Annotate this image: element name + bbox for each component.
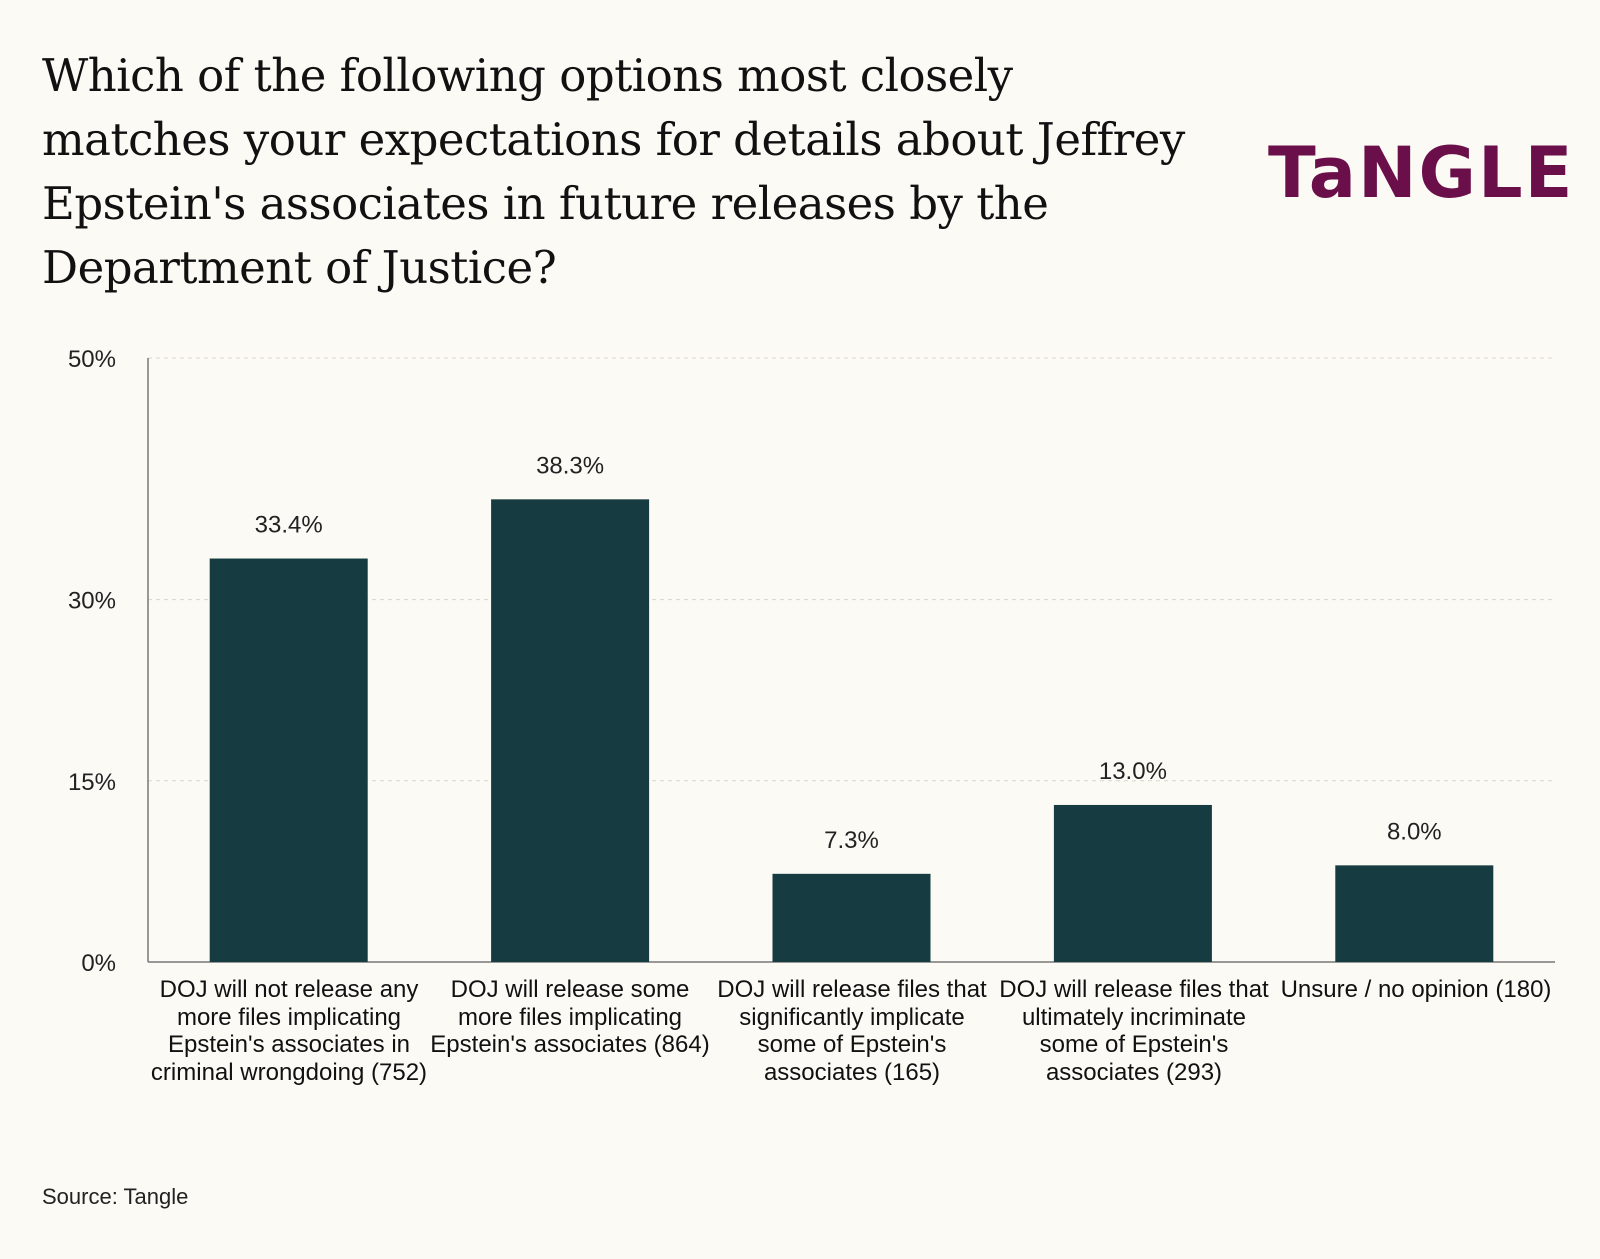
y-tick-label-0: 0% [81,950,116,977]
bar-3 [1053,804,1212,962]
x-tick-label-1: DOJ will release some more files implica… [430,976,710,1058]
tangle-logo: TaNGLE [1268,132,1575,214]
bar-4 [1335,865,1494,962]
bar-2 [772,873,931,962]
x-tick-label-4: Unsure / no opinion (180) [1280,976,1552,1003]
y-tick-label-3: 50% [68,346,116,373]
y-tick-label-2: 30% [68,588,116,615]
value-label-2: 7.3% [824,827,879,854]
bar-0 [209,558,368,962]
x-tick-label-2: DOJ will release files that significantl… [717,976,987,1086]
value-label-4: 8.0% [1387,818,1442,845]
y-tick-label-1: 15% [68,769,116,796]
x-tick-label-0: DOJ will not release any more files impl… [150,976,428,1086]
source-note: Source: Tangle [42,1184,189,1209]
bar-1 [491,499,650,962]
x-tick-label-3: DOJ will release files that ultimately i… [999,976,1269,1086]
value-label-3: 13.0% [1099,758,1167,785]
chart-title: Which of the following options most clos… [42,49,1185,294]
value-label-1: 38.3% [536,452,604,479]
value-label-0: 33.4% [255,512,323,539]
